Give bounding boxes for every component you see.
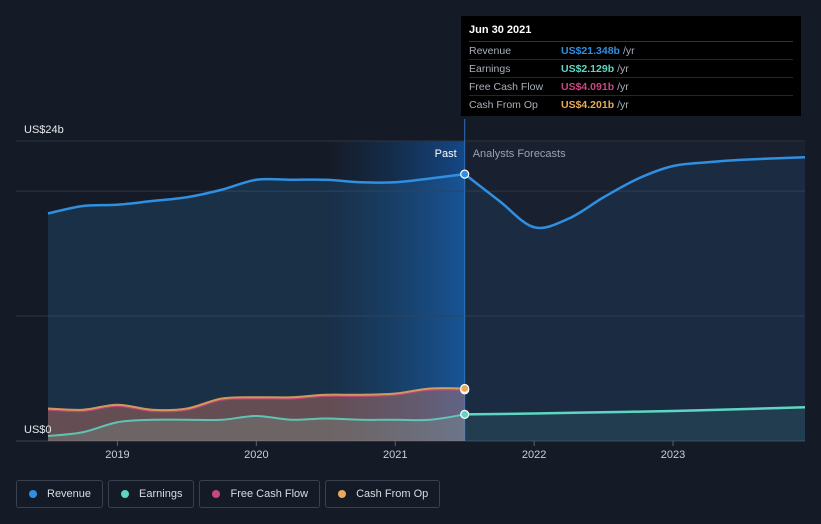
revenue-forecast-area bbox=[464, 157, 805, 441]
tooltip-row: Earnings US$2.129b/yr bbox=[469, 60, 793, 78]
y-axis-bottom-label: US$0 bbox=[24, 424, 52, 436]
revenue-forecast-line bbox=[463, 156, 806, 230]
tooltip-row-value: US$4.091b bbox=[561, 80, 615, 93]
past-label: Past bbox=[435, 148, 457, 160]
x-tick-label: 2019 bbox=[105, 449, 129, 461]
legend-dot-icon bbox=[338, 490, 347, 498]
legend-item-cash-from-op[interactable]: Cash From Op bbox=[325, 480, 441, 508]
revenue-past-area bbox=[48, 174, 465, 441]
tooltip-row: Revenue US$21.348b/yr bbox=[469, 42, 793, 60]
y-axis-top-label: US$24b bbox=[24, 124, 64, 136]
tooltip-row: Cash From Op US$4.201b/yr bbox=[469, 96, 793, 113]
legend-label: Cash From Op bbox=[356, 488, 429, 500]
earnings-forecast-line bbox=[464, 406, 806, 416]
earnings-past-area bbox=[48, 414, 465, 441]
earnings-marker bbox=[460, 409, 470, 419]
tooltip-row-label: Free Cash Flow bbox=[469, 80, 544, 93]
x-tick-label: 2021 bbox=[383, 449, 407, 461]
cash-from-op-past-area bbox=[48, 388, 465, 441]
tooltip-row-value: US$4.201b bbox=[561, 98, 615, 111]
legend-label: Free Cash Flow bbox=[230, 488, 309, 500]
tooltip-row-value: US$21.348b bbox=[561, 44, 620, 57]
x-tick-label: 2020 bbox=[244, 449, 268, 461]
tooltip-row-unit: /yr bbox=[617, 98, 629, 111]
cash-from-op-marker bbox=[460, 383, 470, 394]
tooltip: Jun 30 2021 Revenue US$21.348b/yr Earnings… bbox=[461, 16, 801, 116]
forecast-label: Analysts Forecasts bbox=[473, 148, 566, 160]
legend-label: Earnings bbox=[139, 488, 183, 500]
tooltip-row-value: US$2.129b bbox=[561, 62, 615, 75]
legend-dot-icon bbox=[121, 490, 130, 498]
x-tick-label: 2023 bbox=[661, 449, 685, 461]
revenue-marker bbox=[460, 169, 470, 179]
legend-item-free-cash-flow[interactable]: Free Cash Flow bbox=[199, 480, 321, 508]
tooltip-row-label: Earnings bbox=[469, 62, 511, 75]
legend-dot-icon bbox=[212, 490, 221, 498]
earnings-past-line bbox=[47, 413, 465, 437]
tooltip-row: Free Cash Flow US$4.091b/yr bbox=[469, 78, 793, 96]
legend-dot-icon bbox=[29, 490, 37, 498]
tooltip-row-unit: /yr bbox=[622, 44, 635, 57]
free-cash-flow-past-line bbox=[47, 388, 465, 413]
earnings-forecast-area bbox=[464, 407, 805, 441]
tooltip-date: Jun 30 2021 bbox=[469, 24, 793, 42]
x-tick-label: 2022 bbox=[522, 449, 546, 461]
tooltip-row-label: Cash From Op bbox=[469, 98, 538, 111]
cash-from-op-past-line bbox=[47, 387, 465, 412]
legend: Revenue Earnings Free Cash Flow Cash From O… bbox=[16, 480, 441, 508]
legend-item-revenue[interactable]: Revenue bbox=[16, 480, 104, 508]
tooltip-row-label: Revenue bbox=[469, 44, 512, 57]
legend-label: Revenue bbox=[47, 488, 92, 500]
legend-item-earnings[interactable]: Earnings bbox=[108, 480, 195, 508]
tooltip-row-unit: /yr bbox=[617, 62, 629, 75]
revenue-past-line bbox=[47, 172, 465, 215]
tooltip-row-unit: /yr bbox=[617, 80, 629, 93]
